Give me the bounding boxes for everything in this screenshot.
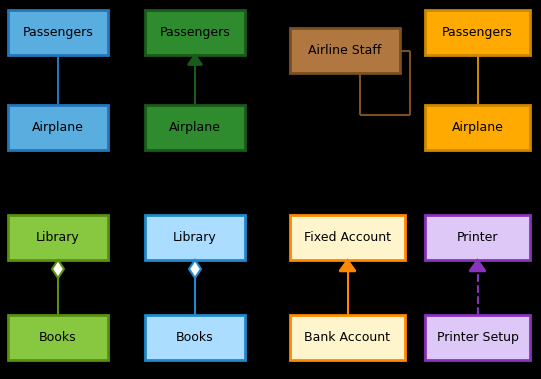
Text: Airplane: Airplane bbox=[32, 121, 84, 134]
Polygon shape bbox=[188, 55, 202, 65]
FancyBboxPatch shape bbox=[145, 315, 245, 360]
Text: Airplane: Airplane bbox=[452, 121, 504, 134]
FancyBboxPatch shape bbox=[425, 215, 530, 260]
Text: Bank Account: Bank Account bbox=[305, 331, 391, 344]
Text: Books: Books bbox=[39, 331, 77, 344]
Polygon shape bbox=[470, 260, 485, 271]
FancyBboxPatch shape bbox=[145, 105, 245, 150]
Text: Passengers: Passengers bbox=[442, 26, 513, 39]
FancyBboxPatch shape bbox=[145, 215, 245, 260]
Text: Airplane: Airplane bbox=[169, 121, 221, 134]
FancyBboxPatch shape bbox=[8, 105, 108, 150]
FancyBboxPatch shape bbox=[425, 315, 530, 360]
Polygon shape bbox=[340, 260, 355, 271]
FancyBboxPatch shape bbox=[290, 315, 405, 360]
Text: Passengers: Passengers bbox=[160, 26, 230, 39]
FancyBboxPatch shape bbox=[290, 28, 400, 73]
Text: Printer: Printer bbox=[457, 231, 498, 244]
FancyBboxPatch shape bbox=[425, 105, 530, 150]
FancyBboxPatch shape bbox=[290, 215, 405, 260]
FancyBboxPatch shape bbox=[8, 315, 108, 360]
Text: Fixed Account: Fixed Account bbox=[304, 231, 391, 244]
Polygon shape bbox=[52, 260, 64, 278]
Text: Passengers: Passengers bbox=[23, 26, 94, 39]
Text: Airline Staff: Airline Staff bbox=[308, 44, 382, 57]
FancyBboxPatch shape bbox=[8, 10, 108, 55]
Text: Books: Books bbox=[176, 331, 214, 344]
Text: Library: Library bbox=[173, 231, 217, 244]
FancyBboxPatch shape bbox=[425, 10, 530, 55]
FancyBboxPatch shape bbox=[8, 215, 108, 260]
Polygon shape bbox=[189, 260, 201, 278]
Text: Library: Library bbox=[36, 231, 80, 244]
FancyBboxPatch shape bbox=[145, 10, 245, 55]
Text: Printer Setup: Printer Setup bbox=[437, 331, 518, 344]
